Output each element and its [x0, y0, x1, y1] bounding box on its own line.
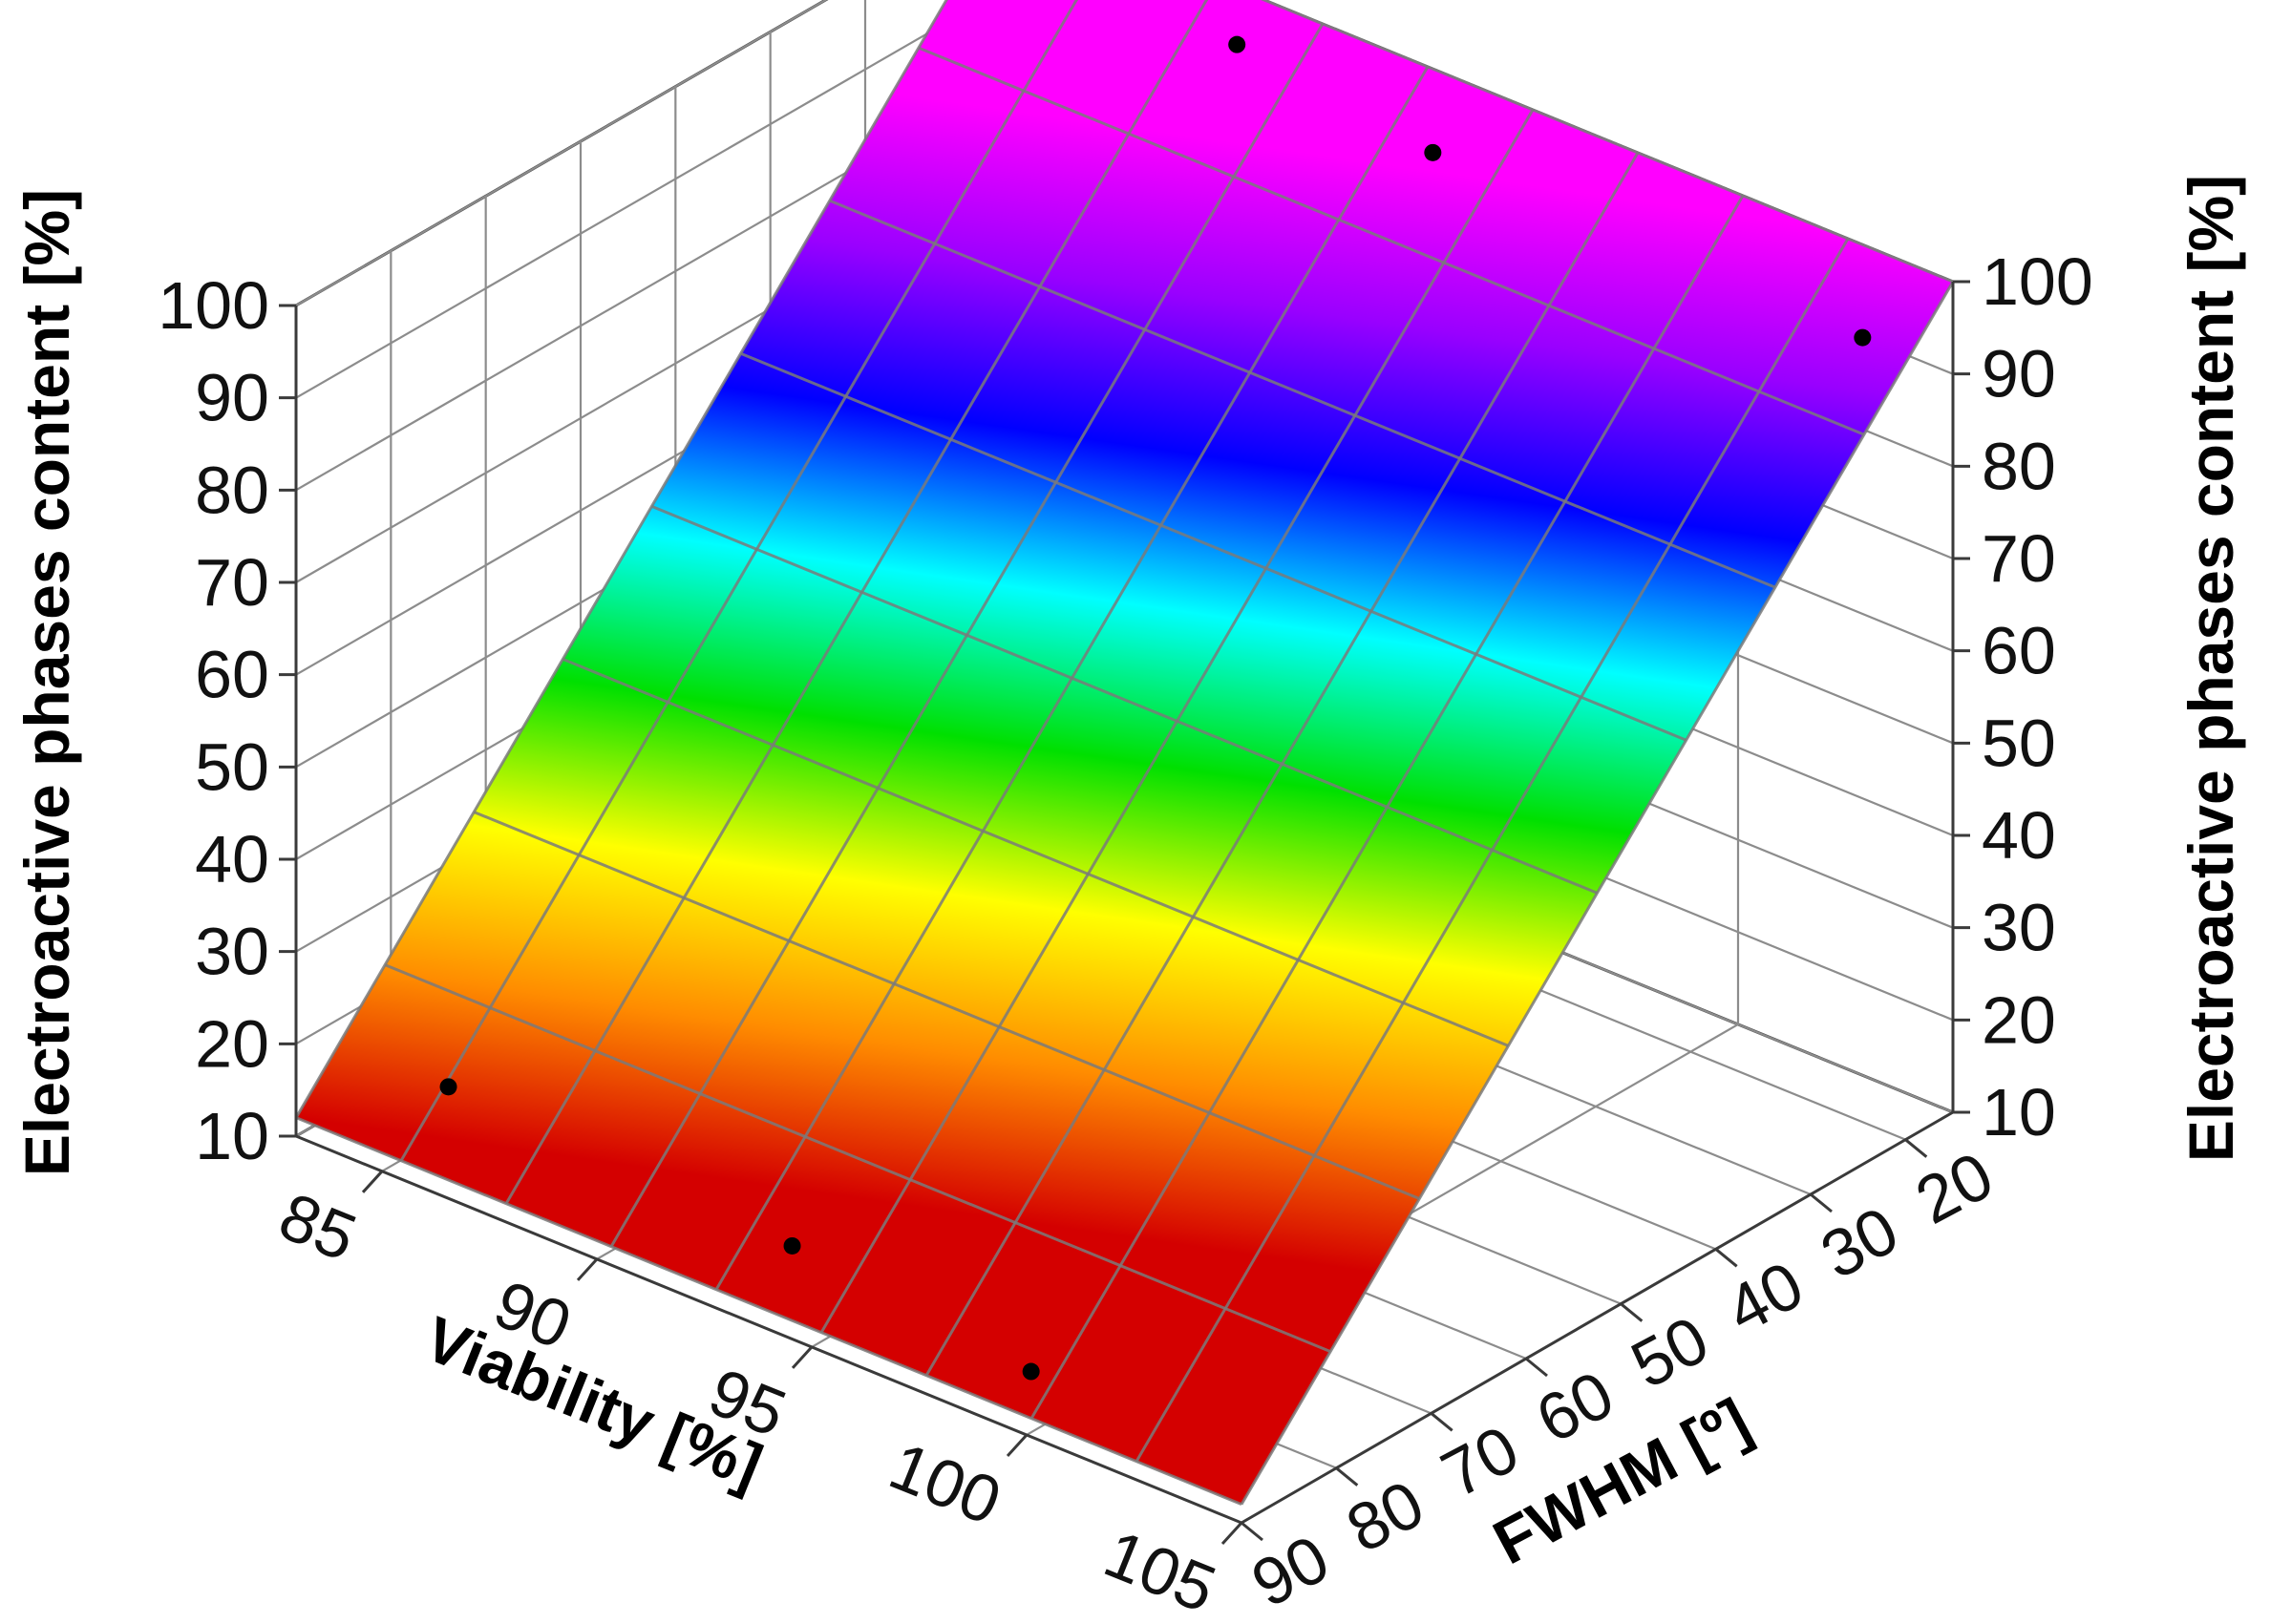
z-left-tick-label: 20: [195, 1006, 269, 1081]
surface-mesh-f: [650, 504, 1599, 895]
fwhm-tick: [1525, 1357, 1548, 1378]
surface-mesh-f: [829, 199, 1776, 589]
response-surface: [294, 0, 1955, 1507]
viability-tick: [791, 1345, 814, 1369]
fwhm-tick: [1430, 1412, 1453, 1432]
z-right-tick-label: 30: [1982, 891, 2056, 965]
surface-mesh-f: [295, 1116, 1242, 1507]
z-left-tick-label: 30: [195, 915, 269, 989]
viability-tick: [576, 1257, 599, 1281]
z-left-tick-label: 50: [195, 729, 269, 804]
fwhm-tick: [1241, 1521, 1263, 1542]
viability-tick-label: 85: [269, 1178, 366, 1275]
z-axis-title-left: Electroactive phases content [%]: [11, 189, 82, 1176]
z-right-tick-label: 100: [1982, 244, 2093, 319]
fwhm-tick-label: 30: [1809, 1192, 1909, 1293]
data-point: [1854, 328, 1872, 347]
z-left-tick-label: 60: [195, 638, 269, 712]
z-left-tick-label: 100: [158, 268, 269, 343]
z-left-tick-label: 80: [195, 453, 269, 527]
fwhm-tick-label: 80: [1335, 1466, 1435, 1566]
viability-tick: [361, 1170, 384, 1193]
z-left-tick-label: 70: [195, 545, 269, 620]
fwhm-tick: [1904, 1138, 1928, 1158]
z-left-tick-label: 90: [195, 361, 269, 435]
surface-fill: [296, 0, 1953, 1505]
surface-mesh-v: [294, 0, 948, 1119]
z-right-tick-label: 60: [1982, 614, 2056, 688]
data-points: [439, 35, 1872, 1381]
surface-mesh-f: [918, 46, 1865, 436]
viability-tick: [1220, 1521, 1243, 1546]
surface-mesh-f: [384, 963, 1331, 1353]
surface-mesh-f: [473, 811, 1420, 1200]
viability-tick-label: 100: [880, 1428, 1011, 1539]
data-point: [439, 1078, 457, 1096]
z-right-tick-label: 10: [1982, 1075, 2056, 1149]
z-right-tick-label: 50: [1982, 706, 2056, 780]
viability-tick: [1006, 1433, 1029, 1457]
data-point: [1022, 1362, 1040, 1381]
z-right-tick-label: 20: [1982, 982, 2056, 1057]
fwhm-tick: [1810, 1192, 1833, 1213]
fwhm-tick-label: 60: [1524, 1357, 1624, 1457]
z-right-tick-label: 70: [1982, 521, 2056, 596]
fwhm-tick-label: 90: [1240, 1521, 1340, 1621]
data-point: [1228, 35, 1246, 53]
z-right-tick-label: 40: [1982, 798, 2056, 873]
surface-mesh-f: [740, 351, 1687, 742]
surface-mesh-f: [562, 658, 1509, 1047]
viability-tick-label: 105: [1094, 1516, 1226, 1624]
fwhm-tick-label: 20: [1904, 1137, 2005, 1237]
fwhm-tick: [1335, 1466, 1359, 1487]
fwhm-tick: [1620, 1302, 1644, 1322]
fwhm-axis-title: FWHM [º]: [1482, 1384, 1761, 1577]
data-point: [1424, 143, 1442, 161]
z-right-tick-label: 80: [1982, 429, 2056, 503]
fwhm-tick-label: 40: [1714, 1247, 1814, 1347]
z-left-tick-label: 40: [195, 822, 269, 896]
fwhm-tick-label: 50: [1620, 1301, 1720, 1402]
data-point: [783, 1236, 801, 1255]
fwhm-tick: [1714, 1248, 1738, 1268]
z-left-tick-label: 10: [195, 1099, 269, 1173]
surface-mesh-f: [1260, 0, 1954, 284]
z-axis-title-right: Electroactive phases content [%]: [2175, 175, 2246, 1162]
z-right-tick-label: 90: [1982, 337, 2056, 411]
